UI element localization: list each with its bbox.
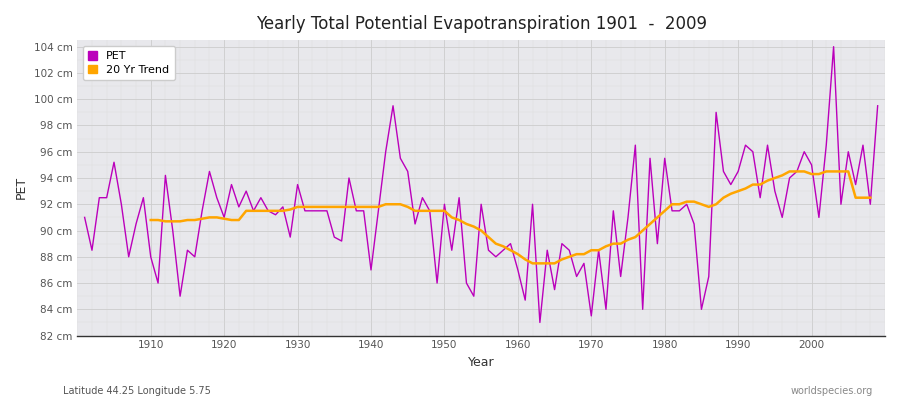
Legend: PET, 20 Yr Trend: PET, 20 Yr Trend bbox=[83, 46, 175, 80]
Title: Yearly Total Potential Evapotranspiration 1901  -  2009: Yearly Total Potential Evapotranspiratio… bbox=[256, 15, 706, 33]
Text: Latitude 44.25 Longitude 5.75: Latitude 44.25 Longitude 5.75 bbox=[63, 386, 211, 396]
Y-axis label: PET: PET bbox=[15, 176, 28, 200]
Text: worldspecies.org: worldspecies.org bbox=[791, 386, 873, 396]
X-axis label: Year: Year bbox=[468, 356, 494, 369]
